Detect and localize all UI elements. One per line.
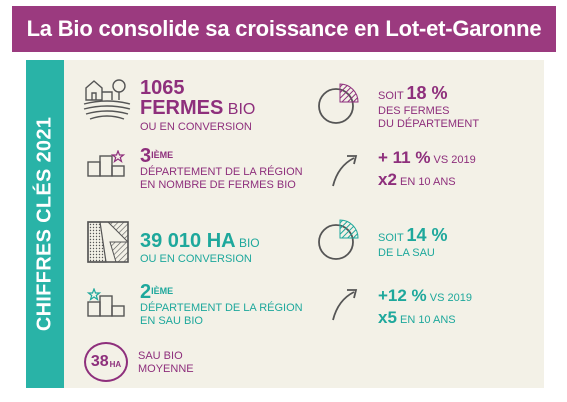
area-share-line2: DE LA SAU <box>378 247 435 259</box>
farms-share-line1: SOIT 18 % <box>378 84 479 105</box>
area-share-line1: SOIT 14 % <box>378 226 448 247</box>
average-line1: SAU BIO <box>138 350 183 362</box>
farms-label-bold: FERMES <box>140 97 224 119</box>
area-rank-block: 2IÈME DÉPARTEMENT DE LA RÉGION EN SAU BI… <box>140 282 303 328</box>
farms-share-prefix: SOIT <box>378 90 407 102</box>
podium-icon <box>86 288 128 318</box>
area-value-rest: BIO <box>235 236 260 250</box>
farms-rank-value: 3 <box>140 145 152 167</box>
area-growth-block: +12 % VS 2019 x5 EN 10 ANS <box>378 286 472 330</box>
farms-share-block: SOIT 18 % DES FERMES DU DÉPARTEMENT <box>378 84 479 131</box>
page-title: La Bio consolide sa croissance en Lot-et… <box>12 6 556 52</box>
farms-rank-value-line: 3IÈME <box>140 146 303 166</box>
farms-label-rest: BIO <box>223 101 256 118</box>
area-sublabel: OU EN CONVERSION <box>140 253 252 265</box>
farms-share-line3: DU DÉPARTEMENT <box>378 118 480 130</box>
growth-arrow-icon <box>330 286 360 322</box>
area-growth-period: EN 10 ANS <box>396 314 456 326</box>
side-label: CHIFFRES CLÉS 2021 <box>33 116 56 332</box>
area-share-value: 14 % <box>406 225 448 245</box>
farms-sublabel: OU EN CONVERSION <box>140 121 252 133</box>
pie-chart-icon <box>316 218 360 262</box>
area-share-block: SOIT 14 % DE LA SAU <box>378 226 448 260</box>
area-rank-line2: EN SAU BIO <box>140 315 203 327</box>
farms-rank-suffix: IÈME <box>151 150 174 160</box>
area-value-line: 39 010 HA BIO <box>140 231 260 253</box>
farms-growth-line1: + 11 % VS 2019 <box>378 148 476 170</box>
area-growth-value: +12 % <box>378 286 427 305</box>
area-growth-line2: x5 EN 10 ANS <box>378 308 472 330</box>
average-badge: 38 HA <box>84 342 128 382</box>
farms-growth-line2: x2 EN 10 ANS <box>378 170 476 192</box>
growth-arrow-icon <box>330 152 360 188</box>
farms-share-line2: DES FERMES <box>378 105 450 117</box>
pie-chart-icon <box>316 82 360 126</box>
farms-growth-block: + 11 % VS 2019 x2 EN 10 ANS <box>378 148 476 192</box>
key-figures-panel: CHIFFRES CLÉS 2021 1065 FERMES BIO OU EN… <box>26 60 544 388</box>
farms-rank-line2: EN NOMBRE DE FERMES BIO <box>140 179 296 191</box>
farms-share-value: 18 % <box>406 83 448 103</box>
podium-icon <box>86 150 128 178</box>
area-growth-multiplier: x5 <box>378 308 397 327</box>
average-badge-value: 38 <box>90 353 109 370</box>
farms-growth-period: EN 10 ANS <box>396 176 456 188</box>
area-growth-compare: VS 2019 <box>426 292 472 304</box>
field-icon <box>86 220 130 264</box>
farms-growth-value: + 11 % <box>378 148 431 167</box>
farms-growth-multiplier: x2 <box>378 170 397 189</box>
area-rank-line1: DÉPARTEMENT DE LA RÉGION <box>140 302 303 314</box>
average-line2: MOYENNE <box>138 363 194 375</box>
area-rank-value: 2 <box>140 281 152 303</box>
farms-block: 1065 FERMES BIO OU EN CONVERSION <box>140 78 255 134</box>
farms-value: 1065 <box>140 77 185 99</box>
farms-rank-line1: DÉPARTEMENT DE LA RÉGION <box>140 166 303 178</box>
average-block: SAU BIO MOYENNE <box>138 350 194 376</box>
area-value: 39 010 HA <box>140 230 236 252</box>
farms-rank-block: 3IÈME DÉPARTEMENT DE LA RÉGION EN NOMBRE… <box>140 146 303 192</box>
farms-growth-compare: VS 2019 <box>430 154 476 166</box>
area-block: 39 010 HA BIO OU EN CONVERSION <box>140 231 260 266</box>
side-band: CHIFFRES CLÉS 2021 <box>26 60 64 388</box>
area-share-prefix: SOIT <box>378 232 407 244</box>
area-growth-line1: +12 % VS 2019 <box>378 286 472 308</box>
farms-label: FERMES BIO <box>140 98 255 120</box>
farm-icon <box>82 76 132 122</box>
area-rank-value-line: 2IÈME <box>140 282 303 302</box>
area-rank-suffix: IÈME <box>151 286 174 296</box>
average-badge-unit: HA <box>109 359 122 369</box>
